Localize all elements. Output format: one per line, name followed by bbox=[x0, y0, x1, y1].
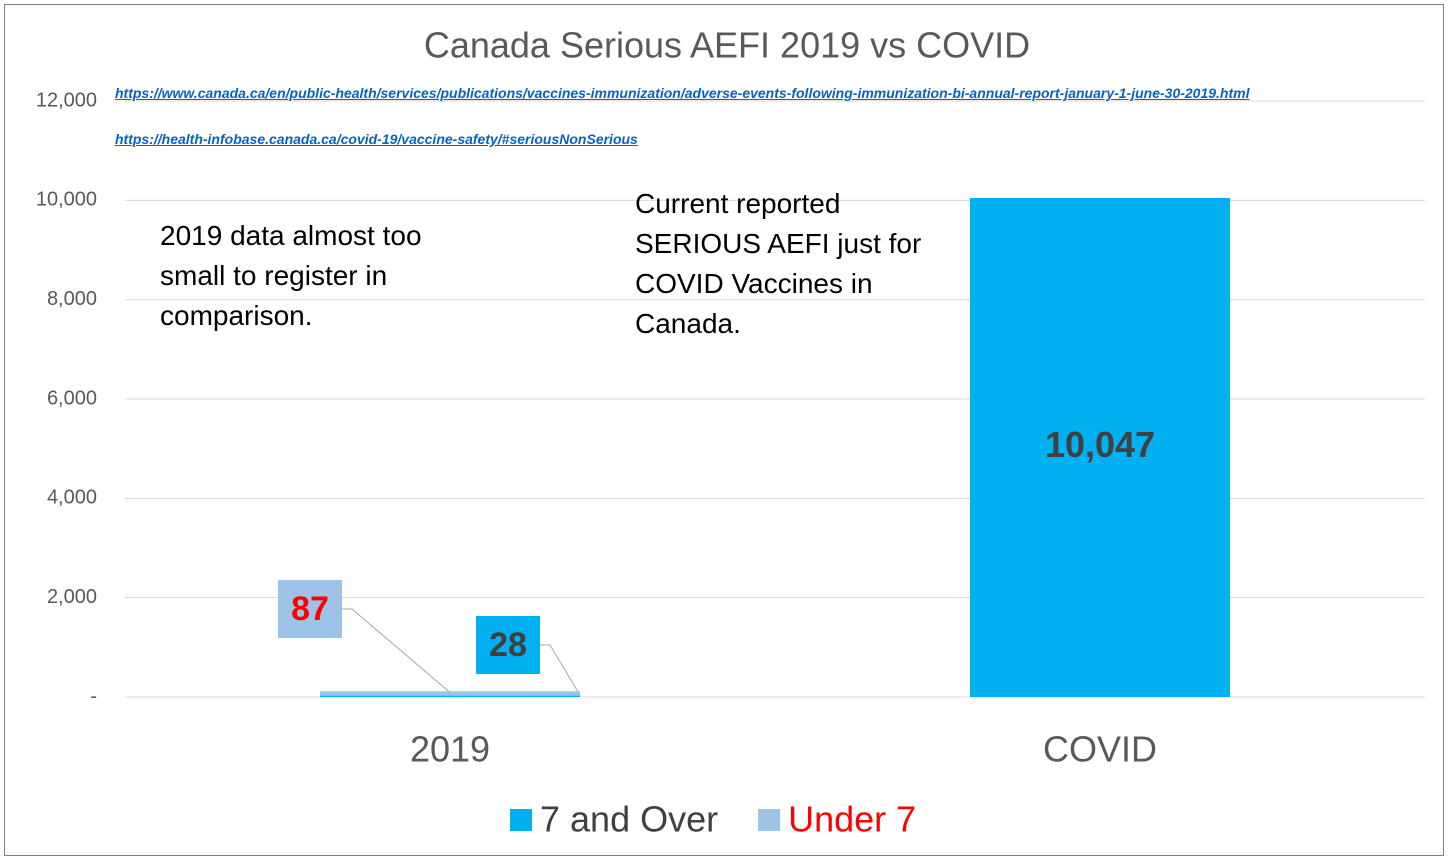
bar bbox=[970, 197, 1230, 697]
y-tick-label: 4,000 bbox=[47, 487, 97, 509]
bar bbox=[320, 691, 580, 696]
source-link[interactable]: https://health-infobase.canada.ca/covid-… bbox=[115, 131, 638, 147]
legend-label: 7 and Over bbox=[540, 799, 718, 840]
legend-swatch bbox=[758, 809, 781, 831]
legend-swatch bbox=[510, 809, 532, 831]
bar bbox=[320, 695, 580, 697]
annotation: Current reported SERIOUS AEFI just for C… bbox=[635, 188, 922, 339]
x-tick-label: COVID bbox=[1043, 729, 1157, 770]
data-label: 87 bbox=[291, 590, 329, 628]
y-tick-label: - bbox=[90, 685, 97, 707]
y-tick-label: 10,000 bbox=[36, 189, 97, 211]
chart-border bbox=[4, 4, 1444, 856]
label-box bbox=[278, 580, 342, 638]
leader-line bbox=[342, 608, 451, 693]
y-tick-label: 2,000 bbox=[47, 586, 97, 608]
x-tick-label: 2019 bbox=[410, 729, 490, 770]
data-label: 10,047 bbox=[1045, 424, 1155, 465]
source-link[interactable]: https://www.canada.ca/en/public-health/s… bbox=[115, 85, 1250, 101]
chart-title: Canada Serious AEFI 2019 vs COVID bbox=[424, 25, 1030, 66]
y-tick-label: 12,000 bbox=[36, 89, 97, 111]
data-label: 28 bbox=[489, 626, 527, 664]
leader-line bbox=[540, 644, 581, 696]
label-box bbox=[476, 616, 540, 674]
y-tick-label: 6,000 bbox=[47, 387, 97, 409]
y-tick-label: 8,000 bbox=[47, 288, 97, 310]
legend-label: Under 7 bbox=[788, 799, 916, 840]
annotation: 2019 data almost too small to register i… bbox=[160, 220, 422, 331]
